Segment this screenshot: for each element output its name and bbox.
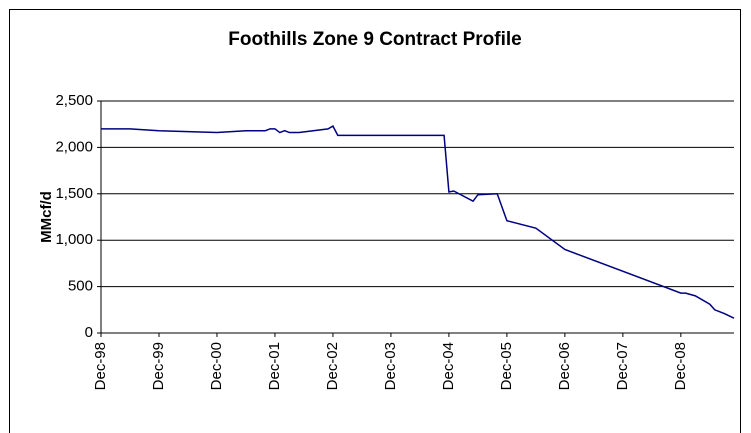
y-tick-label: 500	[68, 278, 93, 295]
x-tick-label: Dec-99	[150, 342, 167, 390]
data-line	[101, 125, 735, 319]
x-tick-label: Dec-03	[382, 342, 399, 390]
x-tick-label: Dec-06	[556, 342, 573, 390]
chart-title: Foothills Zone 9 Contract Profile	[228, 29, 521, 50]
x-tick-label: Dec-05	[498, 342, 515, 390]
y-axis-label: MMcf/d	[38, 191, 55, 243]
x-tick-label: Dec-04	[440, 342, 457, 390]
chart-frame	[9, 9, 741, 433]
x-tick-label: Dec-01	[266, 342, 283, 390]
y-tick-label: 1,000	[55, 231, 93, 248]
x-tick-label: Dec-00	[208, 342, 225, 390]
y-tick-label: 2,500	[55, 92, 93, 109]
y-tick-label: 2,000	[55, 138, 93, 155]
x-tick-label: Dec-02	[324, 342, 341, 390]
y-tick-label: 0	[85, 324, 93, 341]
x-tick-label: Dec-98	[92, 342, 109, 390]
y-tick-label: 1,500	[55, 185, 93, 202]
x-tick-label: Dec-08	[672, 342, 689, 390]
x-tick-label: Dec-07	[614, 342, 631, 390]
